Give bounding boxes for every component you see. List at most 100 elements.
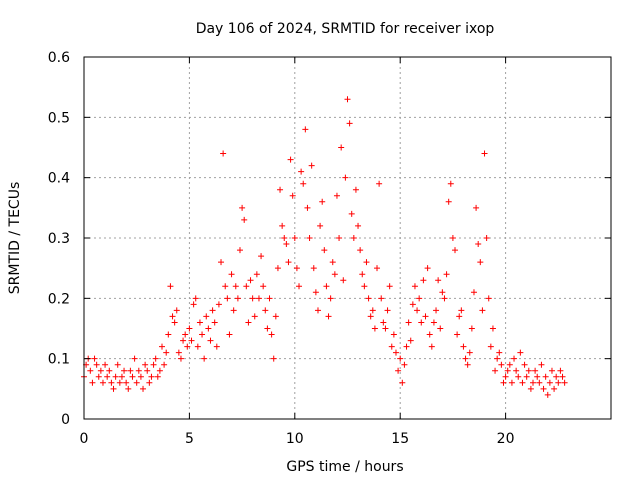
data-point [470,289,477,296]
data-point [192,295,199,302]
data-point [234,295,241,302]
data-point [557,367,564,374]
data-point [317,222,324,229]
data-point [184,343,191,350]
data-point [144,367,151,374]
data-point [401,361,408,368]
data-point [260,283,267,290]
data-point [211,319,218,326]
data-point [142,361,149,368]
data-point [243,283,250,290]
data-point [384,307,391,314]
data-point [241,216,248,223]
data-point [449,235,456,241]
data-point [154,373,161,380]
data-point [392,349,399,356]
data-point [350,235,357,241]
data-point [296,283,303,290]
data-point [359,271,366,278]
x-tick-label: 0 [80,431,89,447]
data-point [390,331,397,338]
data-point [544,391,551,398]
data-point [319,198,326,205]
data-point [188,337,195,344]
data-point [91,355,98,362]
data-point [534,373,541,380]
data-point [279,222,286,229]
data-point [205,325,212,332]
data-point [340,277,347,284]
data-point [95,373,102,380]
data-point [346,120,353,127]
data-point [439,289,446,296]
data-point [300,180,307,187]
data-point [268,331,275,338]
data-point [407,337,414,344]
data-point [363,259,370,266]
data-point [475,241,482,248]
data-point [443,271,450,278]
data-point [308,162,315,169]
data-point [456,313,463,320]
data-point [104,373,111,380]
data-point [458,307,465,314]
data-point [485,295,492,302]
data-point [182,331,189,338]
data-point [108,379,115,386]
data-point [477,259,484,266]
data-point [530,379,537,386]
data-point [196,319,203,326]
data-point [150,361,157,368]
data-point [382,325,389,332]
data-point [258,253,265,260]
data-point [230,307,237,314]
data-point [422,313,429,320]
data-point [342,174,349,181]
data-point [152,355,159,362]
data-point [441,295,448,302]
data-point [508,379,515,386]
data-point [102,361,109,368]
data-point [114,361,121,368]
data-point [523,373,530,380]
data-point [306,235,313,241]
data-point [555,379,562,386]
data-point [445,198,452,205]
data-point [542,373,549,380]
data-point [489,325,496,332]
data-point [331,271,338,278]
data-point [371,325,378,332]
data-point [106,367,113,374]
data-point [302,126,309,133]
data-point [220,150,227,157]
data-point [171,319,178,326]
data-point [426,331,433,338]
data-point [376,180,383,187]
data-point [506,361,513,368]
data-point [304,204,311,211]
data-point [274,265,281,272]
data-point [521,361,528,368]
data-point [435,277,442,284]
data-point [515,373,522,380]
data-point [369,307,376,314]
data-point [483,235,490,241]
data-point [399,379,406,386]
y-tick-label: 0.4 [48,171,70,187]
data-point [281,235,288,241]
data-point [409,301,416,308]
data-point [323,283,330,290]
data-point [169,313,176,320]
data-point [277,186,284,193]
data-point [186,325,193,332]
data-point [224,295,231,302]
data-point [333,192,340,199]
data-point [468,325,475,332]
data-point [479,307,486,314]
data-point [411,283,418,290]
data-point [492,367,499,374]
data-point [116,379,123,386]
data-point [123,379,130,386]
data-point [437,325,444,332]
data-point [203,313,210,320]
